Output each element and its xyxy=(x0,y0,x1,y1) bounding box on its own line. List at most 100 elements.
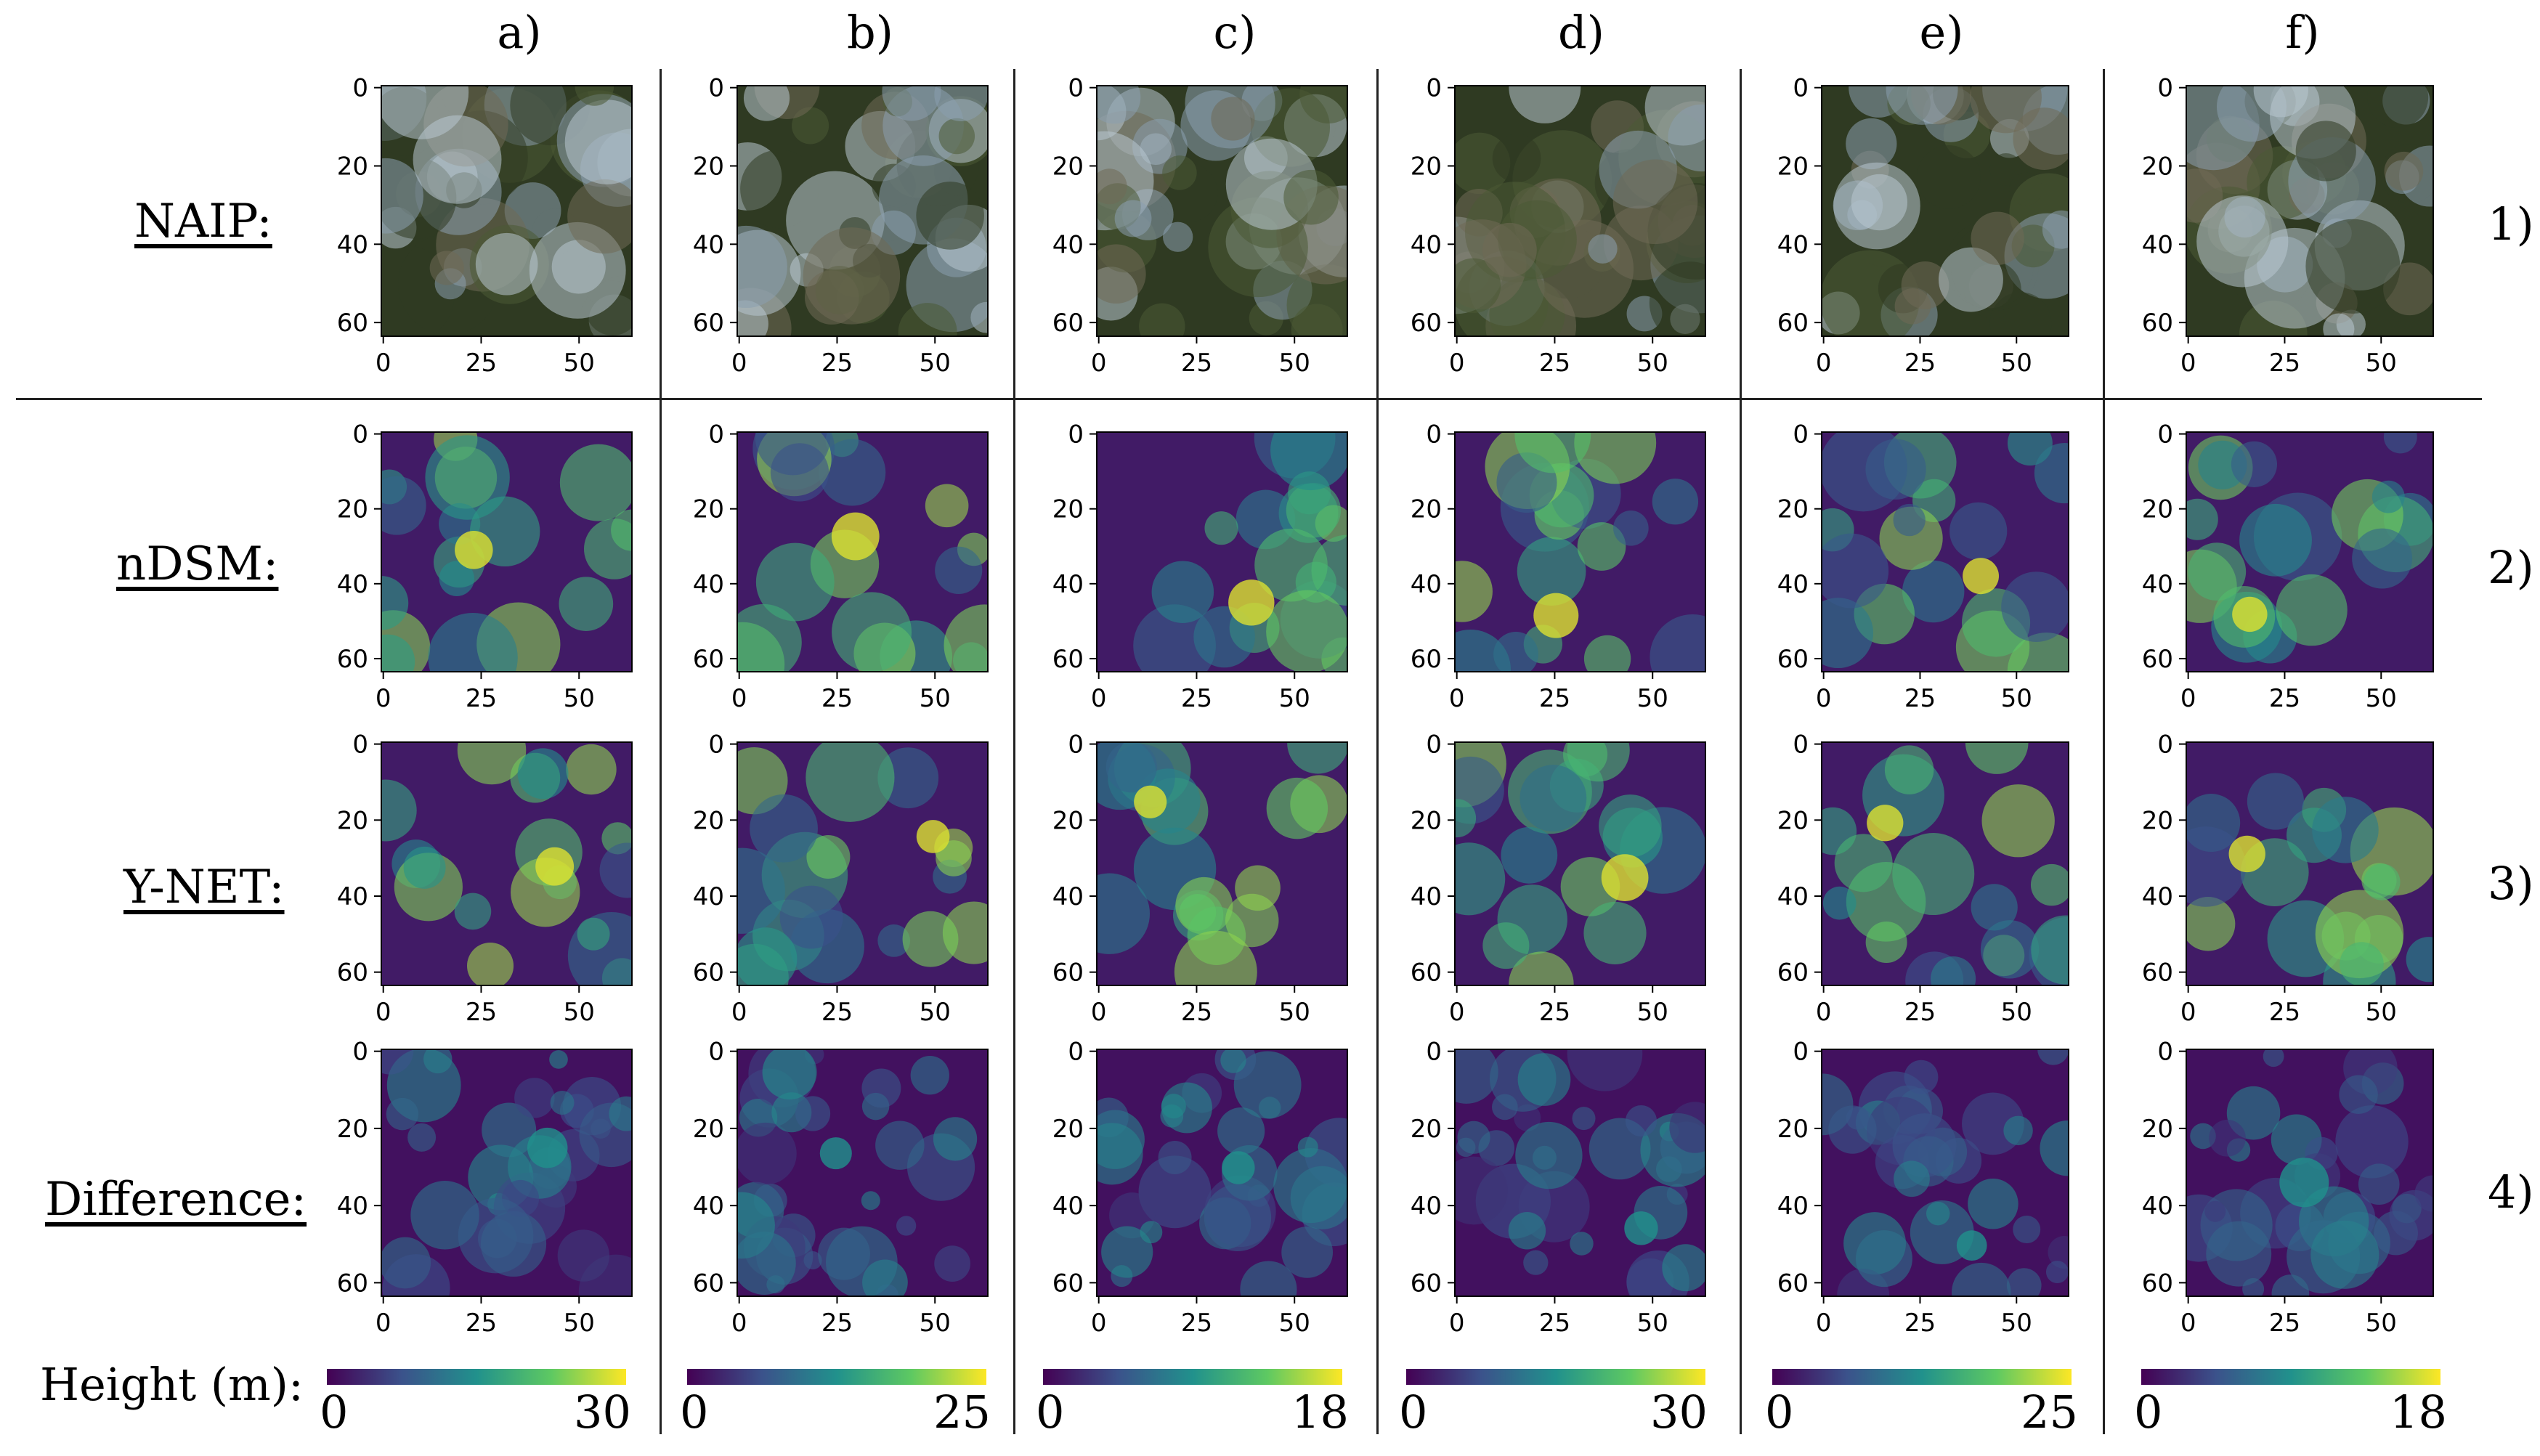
colorbar-f xyxy=(2141,1369,2440,1385)
row-label-ynet: Y-NET: xyxy=(123,861,285,914)
x-tick-label: 50 xyxy=(2001,1309,2032,1338)
x-tick-label: 0 xyxy=(1449,998,1465,1027)
x-tick-label: 25 xyxy=(1181,684,1212,713)
y-tick-label: 20 xyxy=(693,806,724,835)
y-tick-label: 0 xyxy=(1068,731,1084,760)
y-tick-label: 40 xyxy=(1052,230,1084,259)
panel-4-a xyxy=(381,1049,632,1296)
x-tick-label: 50 xyxy=(564,684,595,713)
y-tick-label: 0 xyxy=(1793,1038,1809,1067)
y-tick-label: 0 xyxy=(2157,74,2173,103)
panel-frame xyxy=(1096,741,1348,986)
y-tick-label: 20 xyxy=(2142,1115,2173,1144)
y-tick-label: 0 xyxy=(1793,74,1809,103)
panel-3-b xyxy=(737,742,988,985)
x-tick-label: 25 xyxy=(821,684,853,713)
y-tick-label: 40 xyxy=(1411,1192,1442,1221)
x-tick-label: 0 xyxy=(376,1309,391,1338)
x-tick-label: 25 xyxy=(821,1309,853,1338)
y-tick-label: 40 xyxy=(2142,1192,2173,1221)
y-tick-label: 20 xyxy=(1052,495,1084,524)
x-tick-label: 25 xyxy=(1539,684,1570,713)
x-tick-label: 0 xyxy=(1816,349,1832,378)
y-tick-label: 0 xyxy=(1793,420,1809,450)
x-tick-label: 25 xyxy=(2269,684,2300,713)
y-tick-label: 20 xyxy=(2142,495,2173,524)
y-tick-label: 0 xyxy=(2157,731,2173,760)
y-tick-label: 0 xyxy=(1426,420,1442,450)
column-label-b: b) xyxy=(847,6,893,59)
colorbar-c xyxy=(1043,1369,1342,1385)
x-tick-label: 0 xyxy=(376,998,391,1027)
panel-frame xyxy=(737,741,989,986)
panel-4-f xyxy=(2186,1049,2433,1296)
panel-frame xyxy=(2186,85,2434,337)
panel-frame xyxy=(381,85,633,337)
panel-4-e xyxy=(1822,1049,2069,1296)
x-tick-label: 0 xyxy=(1449,1309,1465,1338)
y-tick-label: 60 xyxy=(1777,309,1809,338)
y-tick-label: 0 xyxy=(352,420,368,450)
panel-frame xyxy=(2186,1049,2434,1297)
x-tick-label: 0 xyxy=(731,1309,747,1338)
x-tick-label: 0 xyxy=(2180,684,2196,713)
x-tick-label: 50 xyxy=(1637,349,1668,378)
colorbar-min-b: 0 xyxy=(680,1386,709,1439)
y-tick-label: 20 xyxy=(1777,495,1809,524)
y-tick-label: 60 xyxy=(2142,645,2173,674)
y-tick-label: 0 xyxy=(1068,74,1084,103)
y-tick-label: 60 xyxy=(693,959,724,988)
x-tick-label: 50 xyxy=(2366,1309,2397,1338)
x-tick-label: 25 xyxy=(2269,349,2300,378)
x-tick-label: 50 xyxy=(564,349,595,378)
x-tick-label: 25 xyxy=(1904,349,1936,378)
panel-3-a xyxy=(381,742,632,985)
panel-frame xyxy=(1454,85,1706,337)
x-tick-label: 0 xyxy=(731,684,747,713)
colorbar-max-c: 18 xyxy=(1291,1386,1349,1439)
x-tick-label: 50 xyxy=(1279,349,1310,378)
panel-1-b xyxy=(737,86,988,336)
x-tick-label: 25 xyxy=(1181,998,1212,1027)
y-tick-label: 40 xyxy=(337,882,368,911)
panel-frame xyxy=(1454,1049,1706,1297)
x-tick-label: 0 xyxy=(1091,998,1107,1027)
y-tick-label: 60 xyxy=(1411,1269,1442,1298)
y-tick-label: 0 xyxy=(2157,1038,2173,1067)
y-tick-label: 60 xyxy=(693,645,724,674)
row-label-difference: Difference: xyxy=(45,1173,307,1227)
y-tick-label: 0 xyxy=(708,731,724,760)
panel-frame xyxy=(2186,431,2434,672)
x-tick-label: 50 xyxy=(1637,998,1668,1027)
y-tick-label: 40 xyxy=(1777,882,1809,911)
x-tick-label: 0 xyxy=(1816,998,1832,1027)
y-tick-label: 20 xyxy=(1777,1115,1809,1144)
panel-2-e xyxy=(1822,432,2069,672)
panel-frame xyxy=(1454,741,1706,986)
y-tick-label: 20 xyxy=(1777,806,1809,835)
panel-2-a xyxy=(381,432,632,672)
x-tick-label: 25 xyxy=(1181,1309,1212,1338)
panel-frame xyxy=(737,1049,989,1297)
column-separator-de xyxy=(1740,69,1742,1434)
y-tick-label: 0 xyxy=(1426,1038,1442,1067)
y-tick-label: 20 xyxy=(2142,152,2173,182)
y-tick-label: 60 xyxy=(337,1269,368,1298)
colorbar-max-f: 18 xyxy=(2390,1386,2447,1439)
x-tick-label: 0 xyxy=(731,349,747,378)
y-tick-label: 60 xyxy=(1777,1269,1809,1298)
column-separator-bc xyxy=(1013,69,1015,1434)
y-tick-label: 60 xyxy=(337,645,368,674)
x-tick-label: 0 xyxy=(1816,684,1832,713)
panel-4-b xyxy=(737,1049,988,1296)
y-tick-label: 20 xyxy=(337,1115,368,1144)
y-tick-label: 40 xyxy=(1777,1192,1809,1221)
x-tick-label: 50 xyxy=(2366,998,2397,1027)
x-tick-label: 50 xyxy=(2366,684,2397,713)
y-tick-label: 20 xyxy=(337,152,368,182)
x-tick-label: 50 xyxy=(2001,349,2032,378)
x-tick-label: 50 xyxy=(2366,349,2397,378)
panel-1-d xyxy=(1455,86,1705,336)
y-tick-label: 40 xyxy=(693,1192,724,1221)
y-tick-label: 60 xyxy=(337,959,368,988)
